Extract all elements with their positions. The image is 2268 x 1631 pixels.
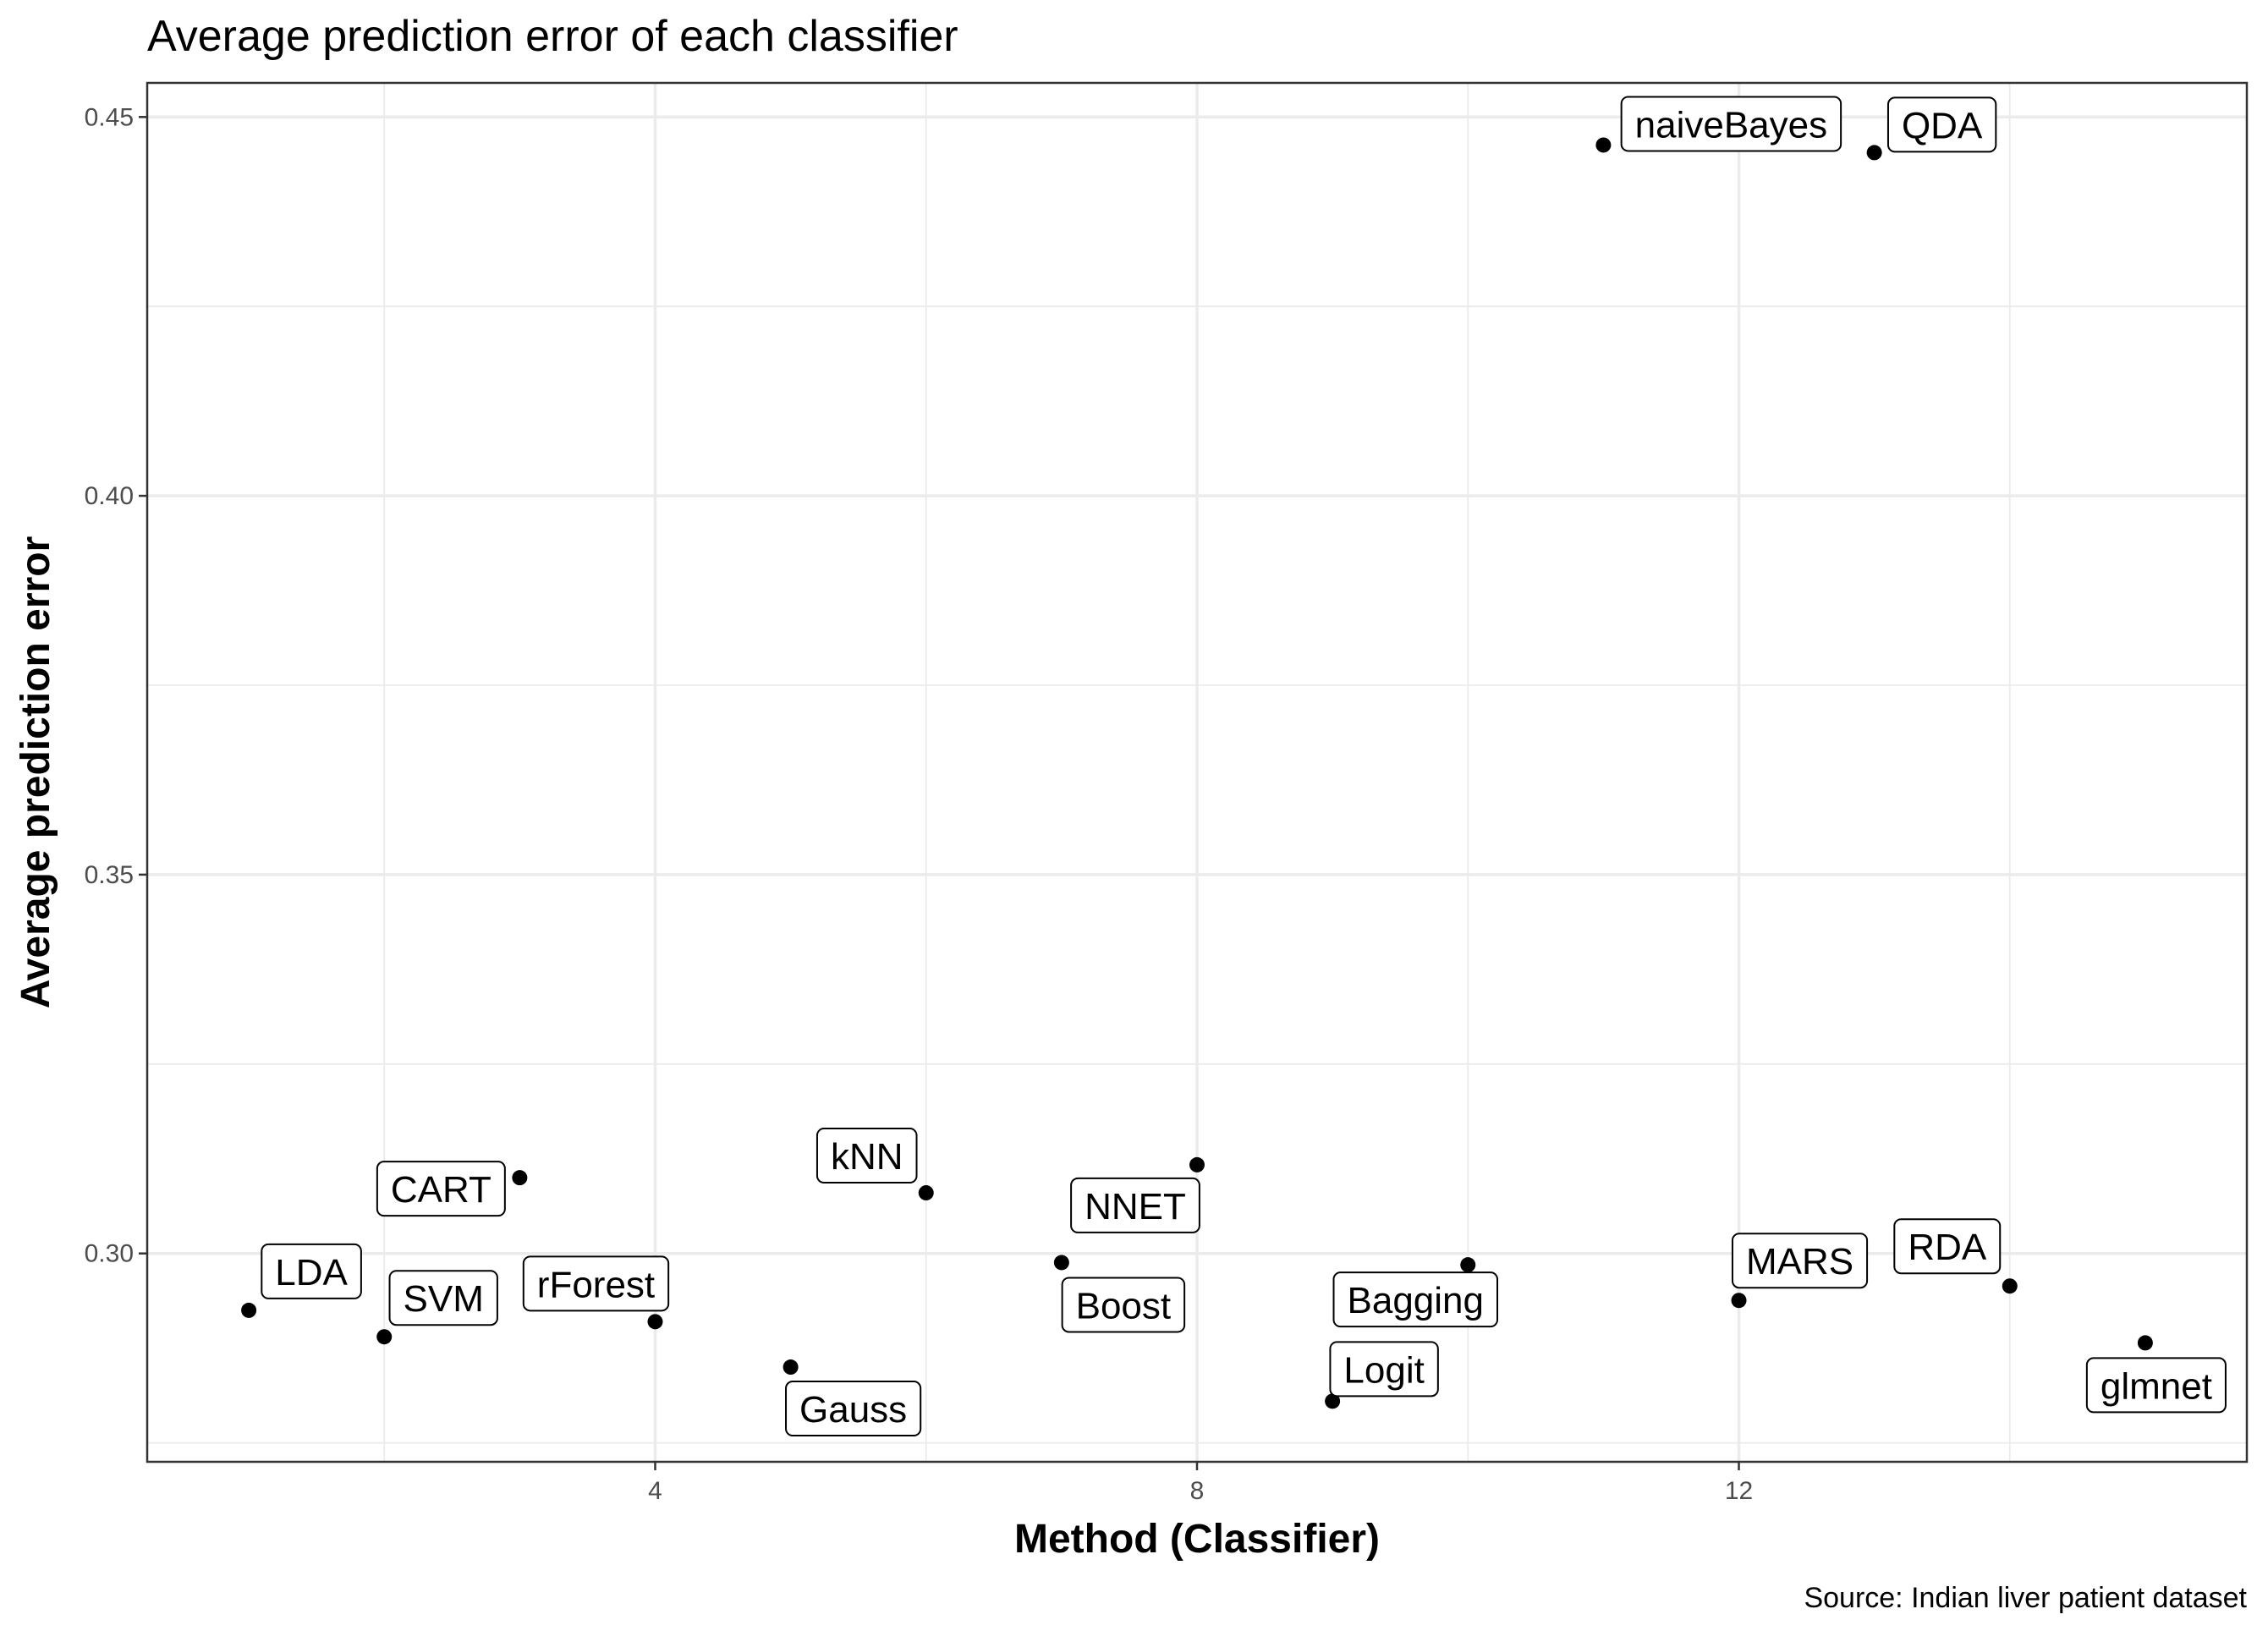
grid (147, 83, 2247, 1462)
data-point (783, 1359, 799, 1376)
point-label-box (785, 1381, 922, 1437)
point-label-box (522, 1255, 670, 1312)
point-label-box (376, 1161, 506, 1217)
chart-title: Average prediction error of each classif… (147, 12, 958, 61)
data-point (1325, 1393, 1341, 1409)
point-label-text: rForest (537, 1264, 655, 1305)
point-label-text: QDA (1902, 105, 1983, 146)
point-label: Boost (1061, 1277, 1186, 1333)
point-label-box (261, 1243, 362, 1299)
point-label-text: Gauss (799, 1389, 907, 1431)
point-label-text: MARS (1746, 1241, 1853, 1282)
x-axis-title: Method (Classifier) (1014, 1517, 1380, 1562)
point-label: LDA (261, 1243, 362, 1299)
point-label: NNET (1070, 1177, 1200, 1233)
point-label: RDA (1893, 1218, 2002, 1275)
data-point (2137, 1335, 2153, 1351)
point-label: SVM (388, 1270, 498, 1326)
point-label-box (815, 1128, 918, 1184)
data-point (647, 1314, 663, 1330)
point-label-box (388, 1270, 498, 1326)
point-label-box (1731, 1233, 1869, 1289)
data-point (1595, 137, 1612, 153)
point-label: Logit (1329, 1341, 1439, 1398)
axes: 4 8 12 0.30 0.35 0.40 0.45 (85, 103, 1754, 1505)
point-labels: LDA SVM CART rForest Gauss kNN Boost NNET Logit B… (261, 96, 2227, 1437)
point-label: CART (376, 1161, 506, 1217)
point-label-text: LDA (275, 1252, 348, 1293)
point-label-box (1893, 1218, 2002, 1275)
y-tick-label: 0.45 (85, 103, 134, 131)
x-tick-label: 4 (648, 1477, 662, 1505)
point-label-box (2085, 1357, 2227, 1414)
point-label-box (1620, 96, 1842, 152)
point-label-text: SVM (404, 1278, 484, 1320)
point-label: naiveBayes (1620, 96, 1842, 152)
point-label: Bagging (1332, 1271, 1499, 1328)
point-label: Gauss (785, 1381, 922, 1437)
point-label: MARS (1731, 1233, 1869, 1289)
data-points (241, 137, 2153, 1409)
point-label-text: NNET (1085, 1186, 1186, 1227)
data-point (1866, 145, 1882, 161)
point-label-text: Bagging (1348, 1280, 1484, 1321)
data-point (376, 1329, 393, 1345)
point-label-box (1061, 1277, 1186, 1333)
y-tick-label: 0.30 (85, 1240, 134, 1268)
point-label-text: naiveBayes (1635, 104, 1827, 146)
data-point (1053, 1255, 1069, 1271)
data-point (512, 1170, 528, 1186)
point-label-text: glmnet (2101, 1365, 2212, 1407)
data-point (1731, 1293, 1747, 1309)
point-label-box (1070, 1177, 1200, 1233)
point-label: rForest (522, 1255, 670, 1312)
point-label-text: kNN (831, 1136, 903, 1178)
point-label-text: CART (391, 1169, 491, 1211)
point-label-text: Boost (1076, 1285, 1172, 1326)
y-axis-title: Average prediction error (14, 536, 58, 1008)
data-point (241, 1302, 257, 1318)
point-label-box (1886, 96, 1997, 153)
x-tick-label: 8 (1190, 1477, 1205, 1505)
point-label-text: Logit (1343, 1349, 1424, 1391)
point-label: glmnet (2085, 1357, 2227, 1414)
point-label: QDA (1886, 96, 1997, 153)
point-label-box (1329, 1341, 1439, 1398)
data-point (1460, 1257, 1476, 1273)
x-tick-label: 12 (1725, 1477, 1753, 1505)
data-point (918, 1185, 934, 1201)
y-tick-label: 0.40 (85, 482, 134, 510)
data-point (1189, 1156, 1205, 1172)
point-label-text: RDA (1908, 1227, 1987, 1268)
y-tick-label: 0.35 (85, 861, 134, 889)
point-label: kNN (815, 1128, 918, 1184)
data-point (2002, 1278, 2018, 1294)
chart-caption: Source: Indian liver patient dataset (1804, 1582, 2247, 1614)
point-label-box (1332, 1271, 1499, 1328)
